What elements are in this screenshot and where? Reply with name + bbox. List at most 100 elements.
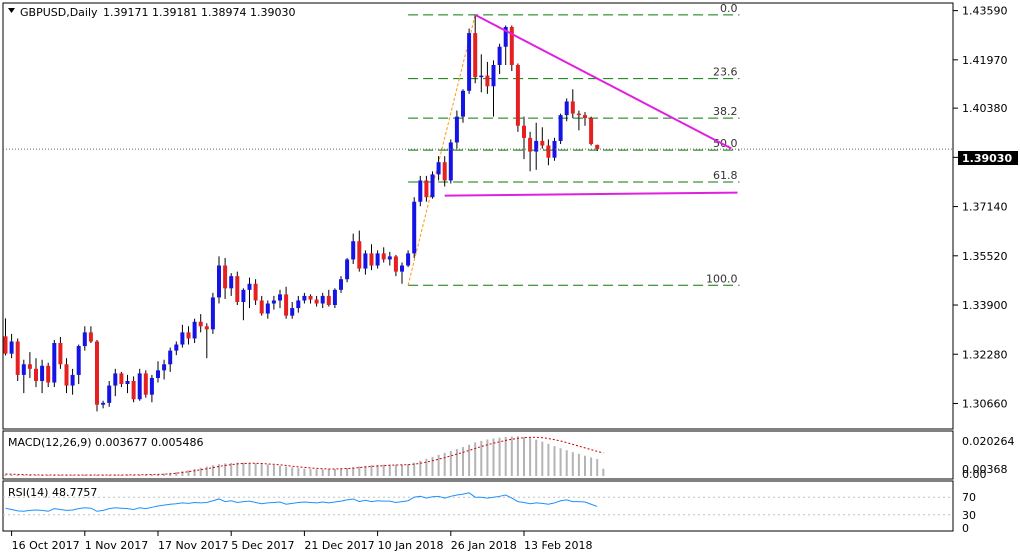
candlestick [418, 175, 423, 207]
candlestick [149, 374, 154, 403]
bullish-candle-body [558, 115, 563, 141]
candlestick [101, 400, 106, 409]
bearish-candle-body [223, 265, 228, 289]
macd-histogram-bar [16, 474, 19, 476]
bullish-candle-body [52, 343, 57, 383]
macd-histogram-bar [565, 450, 568, 476]
macd-histogram-bar [437, 454, 440, 476]
candlestick [52, 339, 57, 388]
candlestick [497, 43, 502, 75]
candlestick [558, 113, 563, 144]
macd-histogram-bar [382, 464, 385, 476]
macd-histogram-bar [205, 466, 208, 476]
bearish-candle-body [204, 326, 209, 330]
symbol-name: GBPUSD,Daily [20, 6, 98, 19]
macd-histogram-bar [376, 464, 379, 476]
bullish-candle-body [400, 265, 404, 272]
bullish-candle-body [241, 289, 246, 302]
candlestick [137, 368, 142, 401]
candlestick [34, 358, 38, 388]
bullish-candle-body [107, 385, 112, 403]
bearish-candle-body [34, 368, 38, 381]
fib-level-label: 0.0 [720, 2, 738, 15]
bearish-candle-body [95, 341, 99, 405]
macd-histogram-bar [272, 465, 275, 476]
candlestick [564, 98, 569, 122]
macd-histogram-bar [59, 475, 62, 476]
bullish-candle-body [21, 364, 26, 375]
macd-histogram-bar [327, 469, 330, 476]
macd-histogram-bar [41, 475, 44, 476]
price-panel: 0.0 23.6 38.2 50.0 61.8 100.0 [3, 2, 953, 412]
candlestick [534, 122, 539, 170]
macd-histogram-bar [523, 436, 525, 476]
symbol-menu-triangle-icon[interactable] [8, 8, 15, 13]
bullish-candle-body [113, 373, 118, 386]
macd-histogram-bar [242, 462, 245, 476]
candlestick [284, 286, 289, 319]
candlestick [589, 116, 594, 146]
macd-histogram-bar [352, 467, 355, 476]
price-axis-label: 1.41970 [962, 54, 1008, 67]
candlestick [400, 262, 404, 284]
candlestick [204, 323, 209, 359]
fib-swing-line [407, 14, 476, 286]
bullish-candle-body [296, 300, 301, 309]
macd-histogram-bar [333, 468, 336, 476]
candlestick [576, 110, 581, 131]
bearish-candle-body [259, 300, 264, 314]
price-axis-label: 1.35520 [962, 250, 1008, 263]
candlestick [259, 295, 264, 316]
macd-histogram-bar [425, 458, 428, 476]
macd-histogram-bar [224, 463, 227, 476]
candlestick [381, 247, 386, 263]
bullish-candle-body [503, 27, 508, 47]
bullish-candle-body [339, 279, 343, 290]
candlestick [217, 256, 221, 304]
candlestick [119, 371, 124, 388]
macd-histogram-bar [144, 474, 147, 476]
macd-histogram-bar [529, 438, 532, 476]
bearish-candle-body [198, 321, 203, 327]
bullish-candle-body [76, 346, 81, 375]
candlestick [473, 14, 478, 84]
macd-histogram-bar [340, 468, 342, 476]
candlestick [253, 279, 258, 306]
macd-histogram-bar [455, 449, 458, 476]
bearish-candle-body [576, 113, 581, 116]
macd-histogram-bar [218, 464, 220, 476]
bearish-candle-body [314, 299, 319, 304]
bullish-candle-body [448, 142, 453, 181]
bullish-candle-body [351, 241, 356, 260]
bullish-candle-body [363, 253, 368, 269]
bullish-candle-body [491, 64, 496, 87]
date-axis-label: 21 Dec 2017 [304, 539, 374, 552]
candlestick [345, 257, 350, 283]
bullish-candle-body [174, 344, 179, 351]
macd-histogram-bar [138, 474, 141, 476]
bearish-candle-body [308, 295, 313, 300]
rsi-axis-label: 70 [962, 491, 976, 504]
macd-histogram-bar [474, 442, 477, 476]
candlestick [479, 54, 484, 93]
candlestick [241, 288, 246, 321]
candlestick [302, 292, 307, 304]
bearish-candle-body [393, 256, 398, 272]
bullish-candle-body [137, 373, 142, 400]
candlestick [503, 25, 508, 65]
candlestick [235, 271, 240, 306]
bullish-candle-body [9, 341, 14, 354]
candlestick [162, 359, 167, 380]
bearish-candle-body [131, 380, 136, 400]
bullish-candle-body [320, 295, 325, 304]
macd-axis-label: 0.00368 [962, 463, 1008, 476]
bullish-candle-body [497, 46, 502, 65]
macd-histogram-bar [193, 468, 196, 476]
macd-histogram-bar [10, 474, 13, 476]
candlestick [192, 318, 197, 344]
rsi-title: RSI(14) 48.7757 [8, 486, 97, 499]
macd-histogram-bar [577, 453, 580, 476]
candlestick [308, 294, 313, 304]
